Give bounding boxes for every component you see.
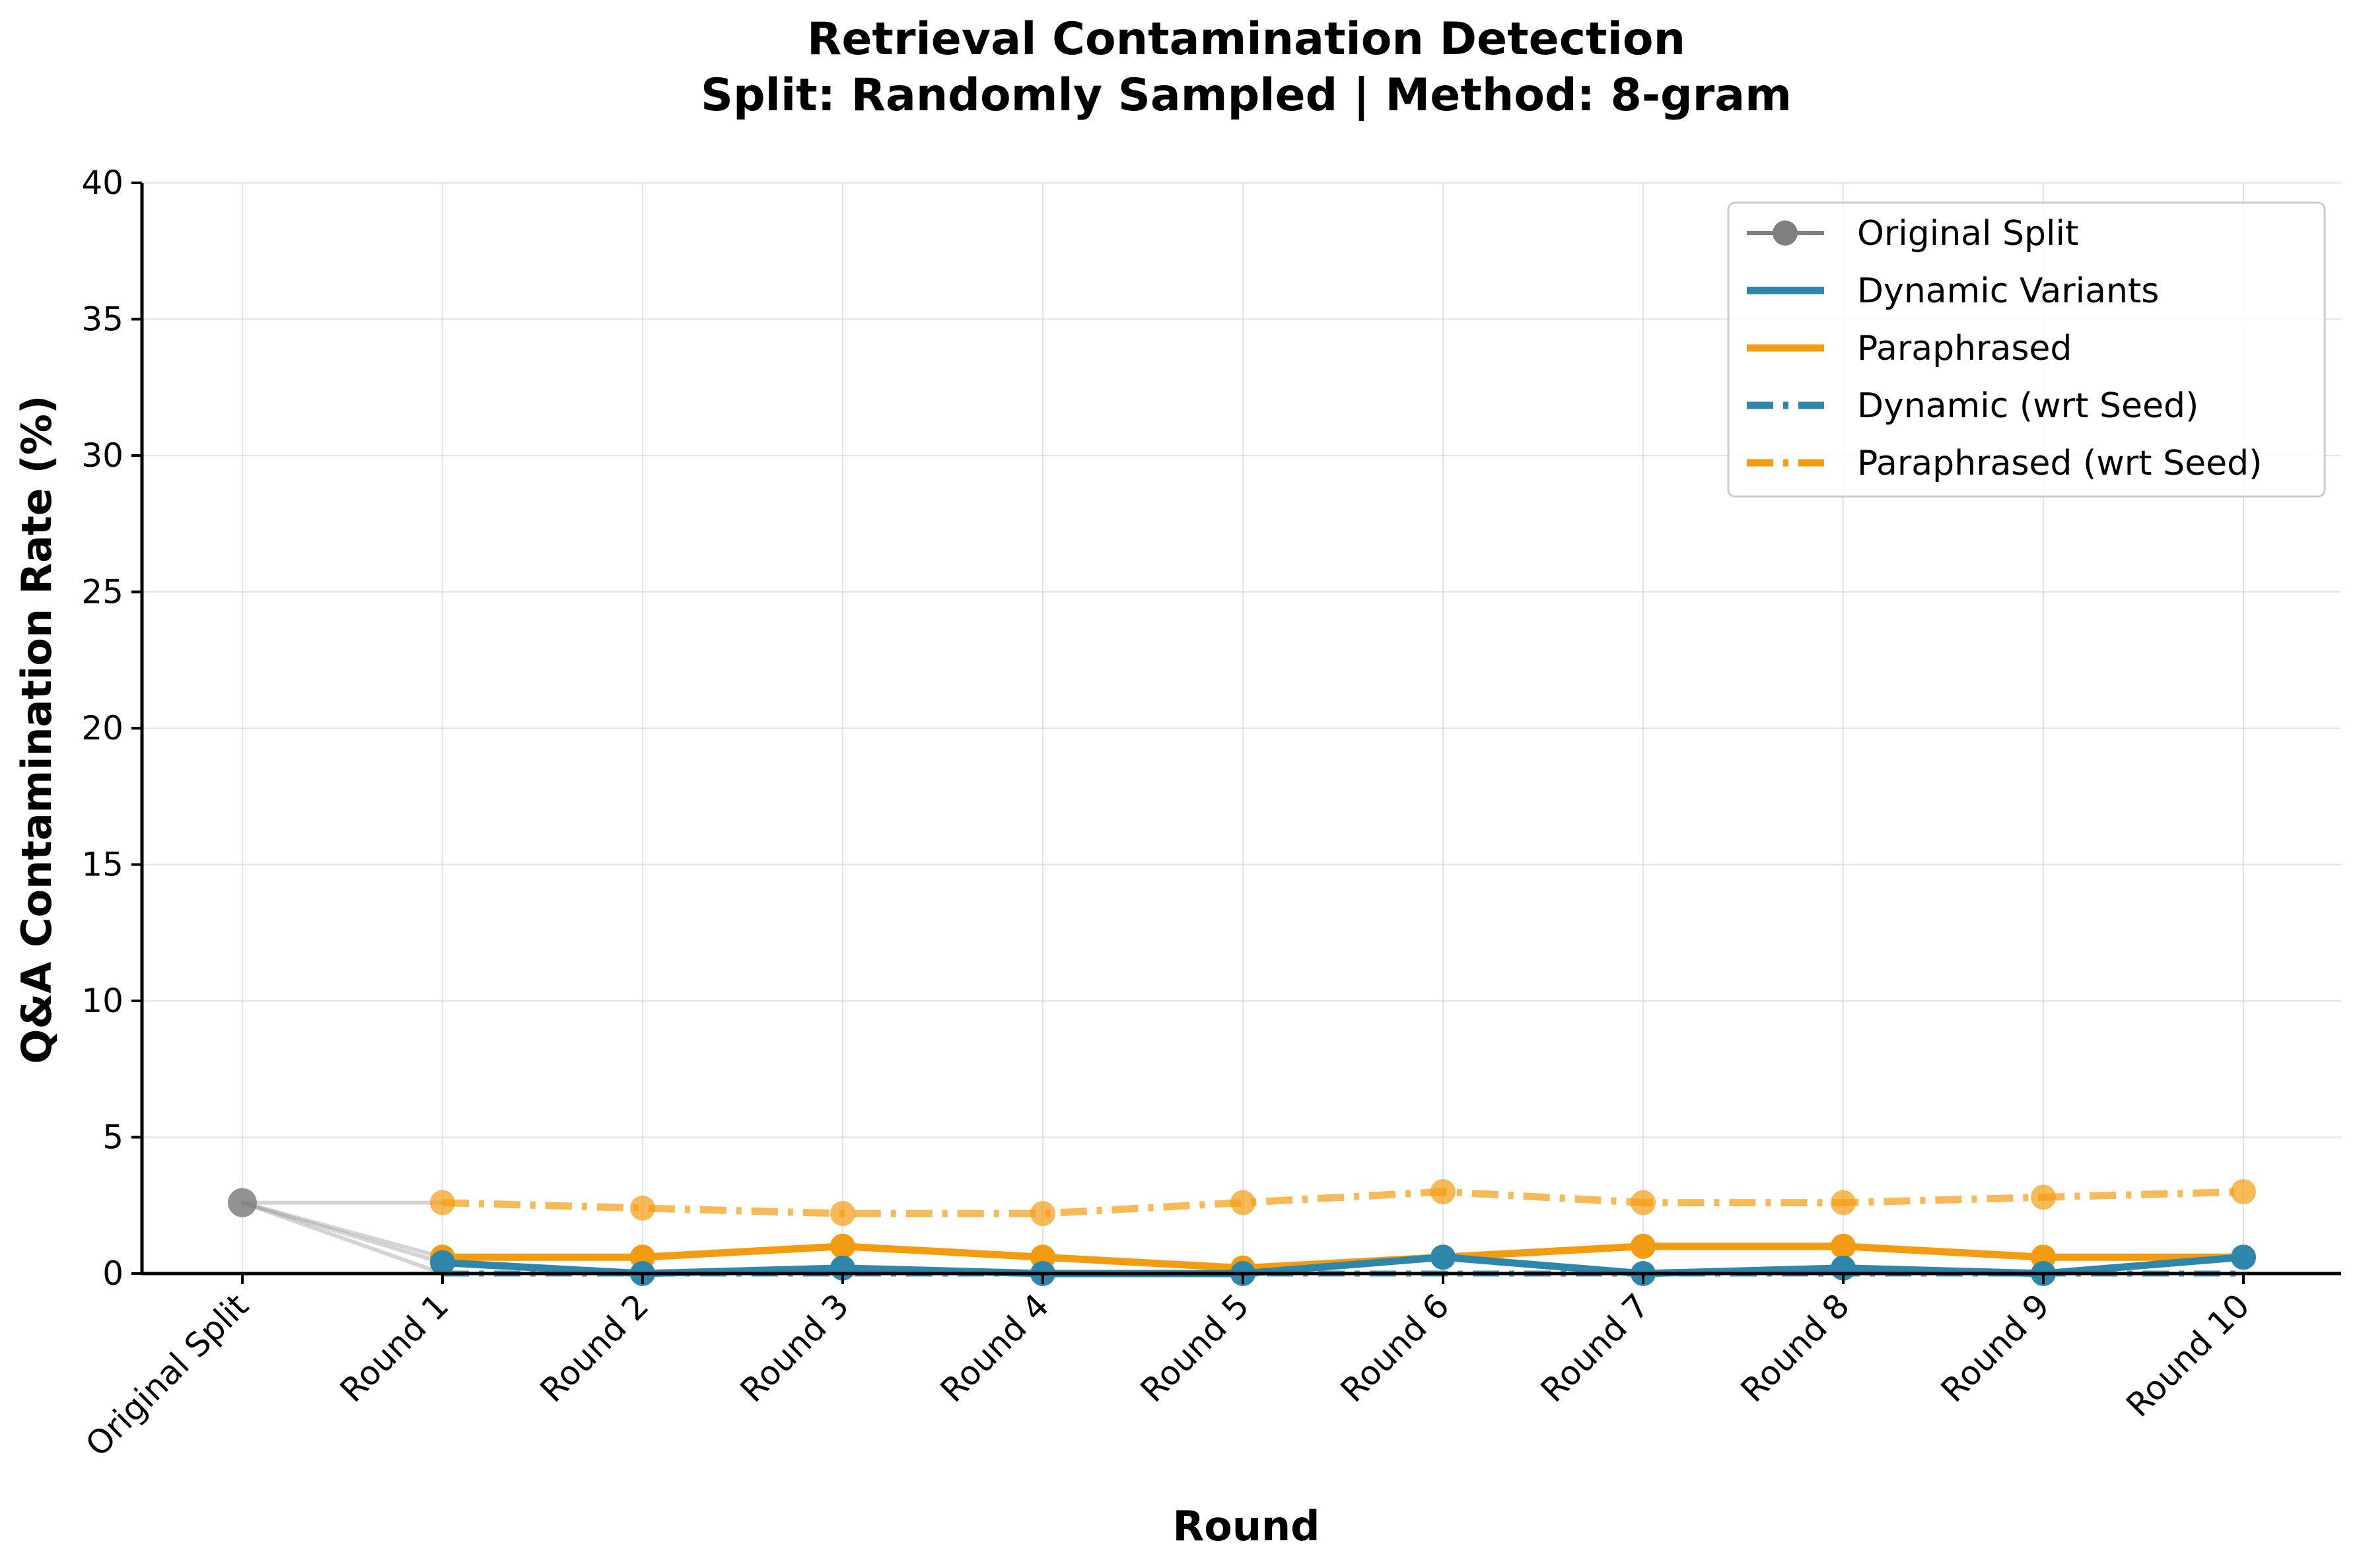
data-point xyxy=(2231,1179,2256,1205)
y-tick-label: 15 xyxy=(81,846,123,884)
x-tick-label: Round 5 xyxy=(1133,1286,1257,1410)
chart-title: Retrieval Contamination Detection xyxy=(807,13,1685,65)
legend-box xyxy=(1727,201,2326,498)
grid xyxy=(142,182,2341,1275)
data-point xyxy=(1831,1233,1856,1259)
x-tick-label: Round 1 xyxy=(333,1286,456,1410)
y-axis-label: Q&A Contamination Rate (%) xyxy=(13,395,61,1064)
legend: Original Split Dynamic Variants Paraphrase… xyxy=(1727,201,2326,498)
y-tick-label: 5 xyxy=(102,1118,123,1157)
x-tick-label: Original Split xyxy=(78,1286,256,1464)
x-tick-label: Round 3 xyxy=(733,1286,857,1410)
x-axis-label: Round xyxy=(1173,1502,1320,1550)
data-point xyxy=(1631,1233,1656,1259)
legend-label: Dynamic Variants xyxy=(1857,271,2159,311)
data-point xyxy=(2031,1184,2056,1210)
legend-entry: Dynamic (wrt Seed) xyxy=(1747,386,2199,426)
x-tick-label: Round 9 xyxy=(1934,1286,2057,1410)
series-layer xyxy=(228,1179,2256,1286)
chart-subtitle: Split: Randomly Sampled | Method: 8-gram xyxy=(701,69,1792,121)
data-point xyxy=(1230,1190,1255,1215)
data-point xyxy=(1631,1190,1656,1215)
series-line xyxy=(442,1188,2244,1217)
x-tick-label: Round 10 xyxy=(2119,1286,2257,1424)
series-line xyxy=(442,1253,2244,1278)
y-tick-label: 0 xyxy=(102,1254,123,1293)
x-ticks: Original Split Round 1 Round 2 Round 3 Round… xyxy=(78,1274,2257,1464)
legend-marker xyxy=(1773,221,1798,246)
legend-label: Original Split xyxy=(1857,214,2078,254)
x-tick-label: Round 7 xyxy=(1533,1286,1657,1410)
y-tick-label: 40 xyxy=(81,164,123,202)
data-point xyxy=(630,1195,655,1221)
legend-label: Paraphrased (wrt Seed) xyxy=(1857,444,2262,483)
y-tick-label: 30 xyxy=(81,436,123,475)
data-point xyxy=(830,1201,855,1227)
x-tick-label: Round 2 xyxy=(533,1286,656,1410)
y-tick-label: 25 xyxy=(81,573,123,611)
legend-entry: Paraphrased xyxy=(1747,329,2072,368)
legend-label: Dynamic (wrt Seed) xyxy=(1857,386,2199,426)
x-tick-label: Round 4 xyxy=(933,1286,1057,1410)
x-tick-label: Round 6 xyxy=(1333,1286,1457,1410)
data-point xyxy=(1030,1201,1055,1227)
data-point xyxy=(430,1250,455,1276)
y-tick-label: 35 xyxy=(81,300,123,339)
y-tick-label: 20 xyxy=(81,709,123,747)
data-point xyxy=(430,1190,455,1215)
x-tick-label: Round 8 xyxy=(1734,1286,1857,1410)
connector-line xyxy=(240,1200,444,1276)
y-ticks: 0 5 10 15 20 25 30 35 40 xyxy=(81,164,142,1293)
data-point xyxy=(1831,1190,1856,1215)
connector-line xyxy=(240,1200,444,1265)
series-paraphrased-wrt-seed xyxy=(430,1179,2256,1227)
legend-entry: Original Split xyxy=(1747,214,2078,254)
legend-label: Paraphrased xyxy=(1857,329,2072,368)
data-point xyxy=(830,1233,855,1259)
data-point xyxy=(2231,1244,2256,1270)
y-tick-label: 10 xyxy=(81,982,123,1020)
legend-entry: Paraphrased (wrt Seed) xyxy=(1747,444,2262,483)
connector-line xyxy=(240,1200,444,1260)
original-split-point xyxy=(228,1188,257,1217)
data-point xyxy=(1430,1244,1456,1270)
legend-entry: Dynamic Variants xyxy=(1747,271,2159,311)
data-point xyxy=(1430,1179,1456,1205)
